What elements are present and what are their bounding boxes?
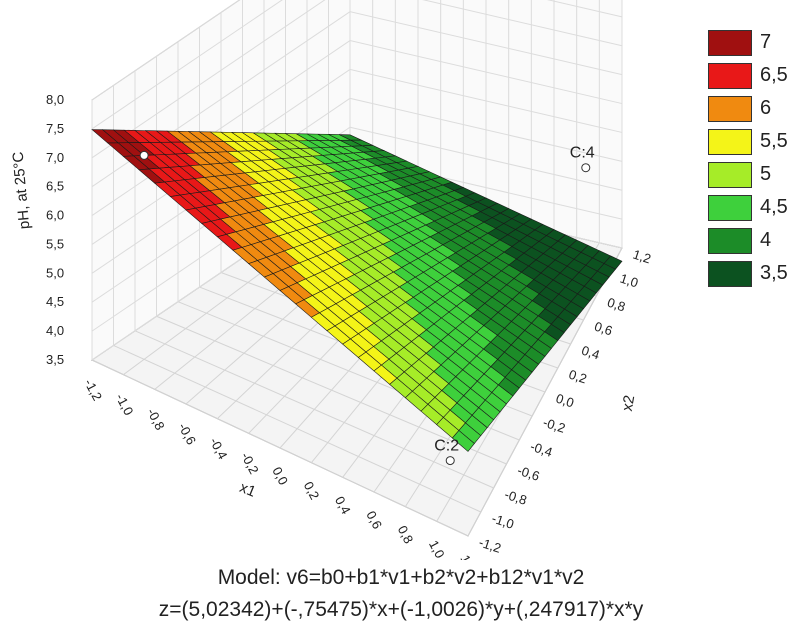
legend-label: 6,5 [760,64,788,86]
grid-line [91,0,623,130]
legend-swatch [708,194,752,221]
x-tick-label: -0,8 [144,406,168,433]
x-axis-label: x1 [237,479,258,501]
z-tick-label: 4,0 [46,323,64,338]
y-tick-label: 0,6 [593,319,615,339]
z-tick-label: 3,5 [46,352,64,367]
z-tick-label: 5,5 [46,236,64,251]
legend-item: 5 [708,158,788,191]
x-tick-label: 0,8 [395,523,417,546]
legend-item: 6 [708,92,788,125]
x-tick-label: -0,6 [175,420,199,447]
x-tick-label: -0,4 [207,435,231,462]
legend-swatch [708,29,752,56]
legend-swatch [708,161,752,188]
point-label: C:2 [434,438,459,455]
model-caption: Model: v6=b0+b1*v1+b2*v2+b12*v1*v2 [217,566,585,589]
response-surface [91,129,623,452]
grid-line [91,11,623,188]
legend-label: 6 [760,97,772,119]
surface-cell [603,255,623,270]
z-tick-label: 4,5 [46,294,64,309]
surface-plot: C:3C:2C:4 1,21,00,80,60,40,20,0-0,2-0,4-… [10,0,653,560]
z-tick-label: 7,0 [46,150,64,165]
grid-line [467,247,623,537]
y-tick-label: 0,8 [605,295,627,315]
z-tick-label: 6,5 [46,179,64,194]
legend-label: 4 [760,229,772,251]
equation-caption: z=(5,02342)+(-,75475)*x+(-1,0026)*y+(,24… [158,598,644,621]
x-tick-label: 1,0 [426,538,448,560]
legend-item: 5,5 [708,125,788,158]
grid-line [91,0,623,159]
y-tick-label: 0,2 [567,367,589,387]
y-tick-label: 0,4 [580,343,602,363]
z-tick-label: 8,0 [46,92,64,107]
y-tick-label: -0,6 [516,463,542,484]
legend-swatch [708,62,752,89]
z-axis-label: pH, at 25°C [10,151,34,230]
legend-label: 7 [760,31,772,53]
legend-swatch [708,95,752,122]
data-point [581,163,591,173]
data-point [445,456,455,466]
z-tick-label: 5,0 [46,265,64,280]
z-tick-label: 7,5 [46,121,64,136]
x-tick-label: 0,2 [301,479,323,502]
x-tick-label: 1,2 [457,552,479,560]
z-tick-label: 6,0 [46,208,64,223]
y-tick-label: -0,2 [541,415,567,436]
point-label: C:4 [570,145,595,162]
y-tick-label: 1,2 [631,247,653,267]
x-tick-label: 0,0 [269,464,291,487]
x-tick-label: 0,4 [332,494,354,517]
y-tick-label: -0,8 [503,487,529,508]
legend-label: 3,5 [760,262,788,284]
data-point [139,150,149,160]
legend-item: 4,5 [708,191,788,224]
x-tick-label: 0,6 [363,508,385,531]
legend-swatch [708,260,752,287]
axis-ticks: 1,2 1,0 0,8 0,6 0,4 0,2 0,0 -0,2 -0,4 -0,6 -0,8 -1,… [46,92,653,560]
y-tick-label: 0,0 [554,391,576,411]
legend-label: 5 [760,163,772,185]
grid-line [91,97,623,274]
y-tick-label: -1,2 [477,535,503,556]
x-tick-label: -1,2 [81,376,105,403]
y-tick-label: -1,0 [490,511,516,532]
legend-item: 6,5 [708,59,788,92]
legend-label: 4,5 [760,196,788,218]
y-tick-label: -0,4 [528,439,554,460]
legend-item: 7 [708,26,788,59]
observed-points: C:3C:2C:4 [139,145,595,466]
y-tick-label: 1,0 [618,271,640,291]
legend: 7 6,5 6 5,5 5 4,5 4 3,5 [708,26,788,290]
legend-swatch [708,128,752,155]
grid-line [91,126,623,303]
legend-item: 3,5 [708,257,788,290]
legend-item: 4 [708,224,788,257]
grid-line [91,0,241,101]
x-tick-label: -1,0 [113,391,137,418]
legend-label: 5,5 [760,130,788,152]
x-tick-label: -0,2 [238,450,262,477]
legend-swatch [708,227,752,254]
y-axis-label: x2 [619,394,638,413]
